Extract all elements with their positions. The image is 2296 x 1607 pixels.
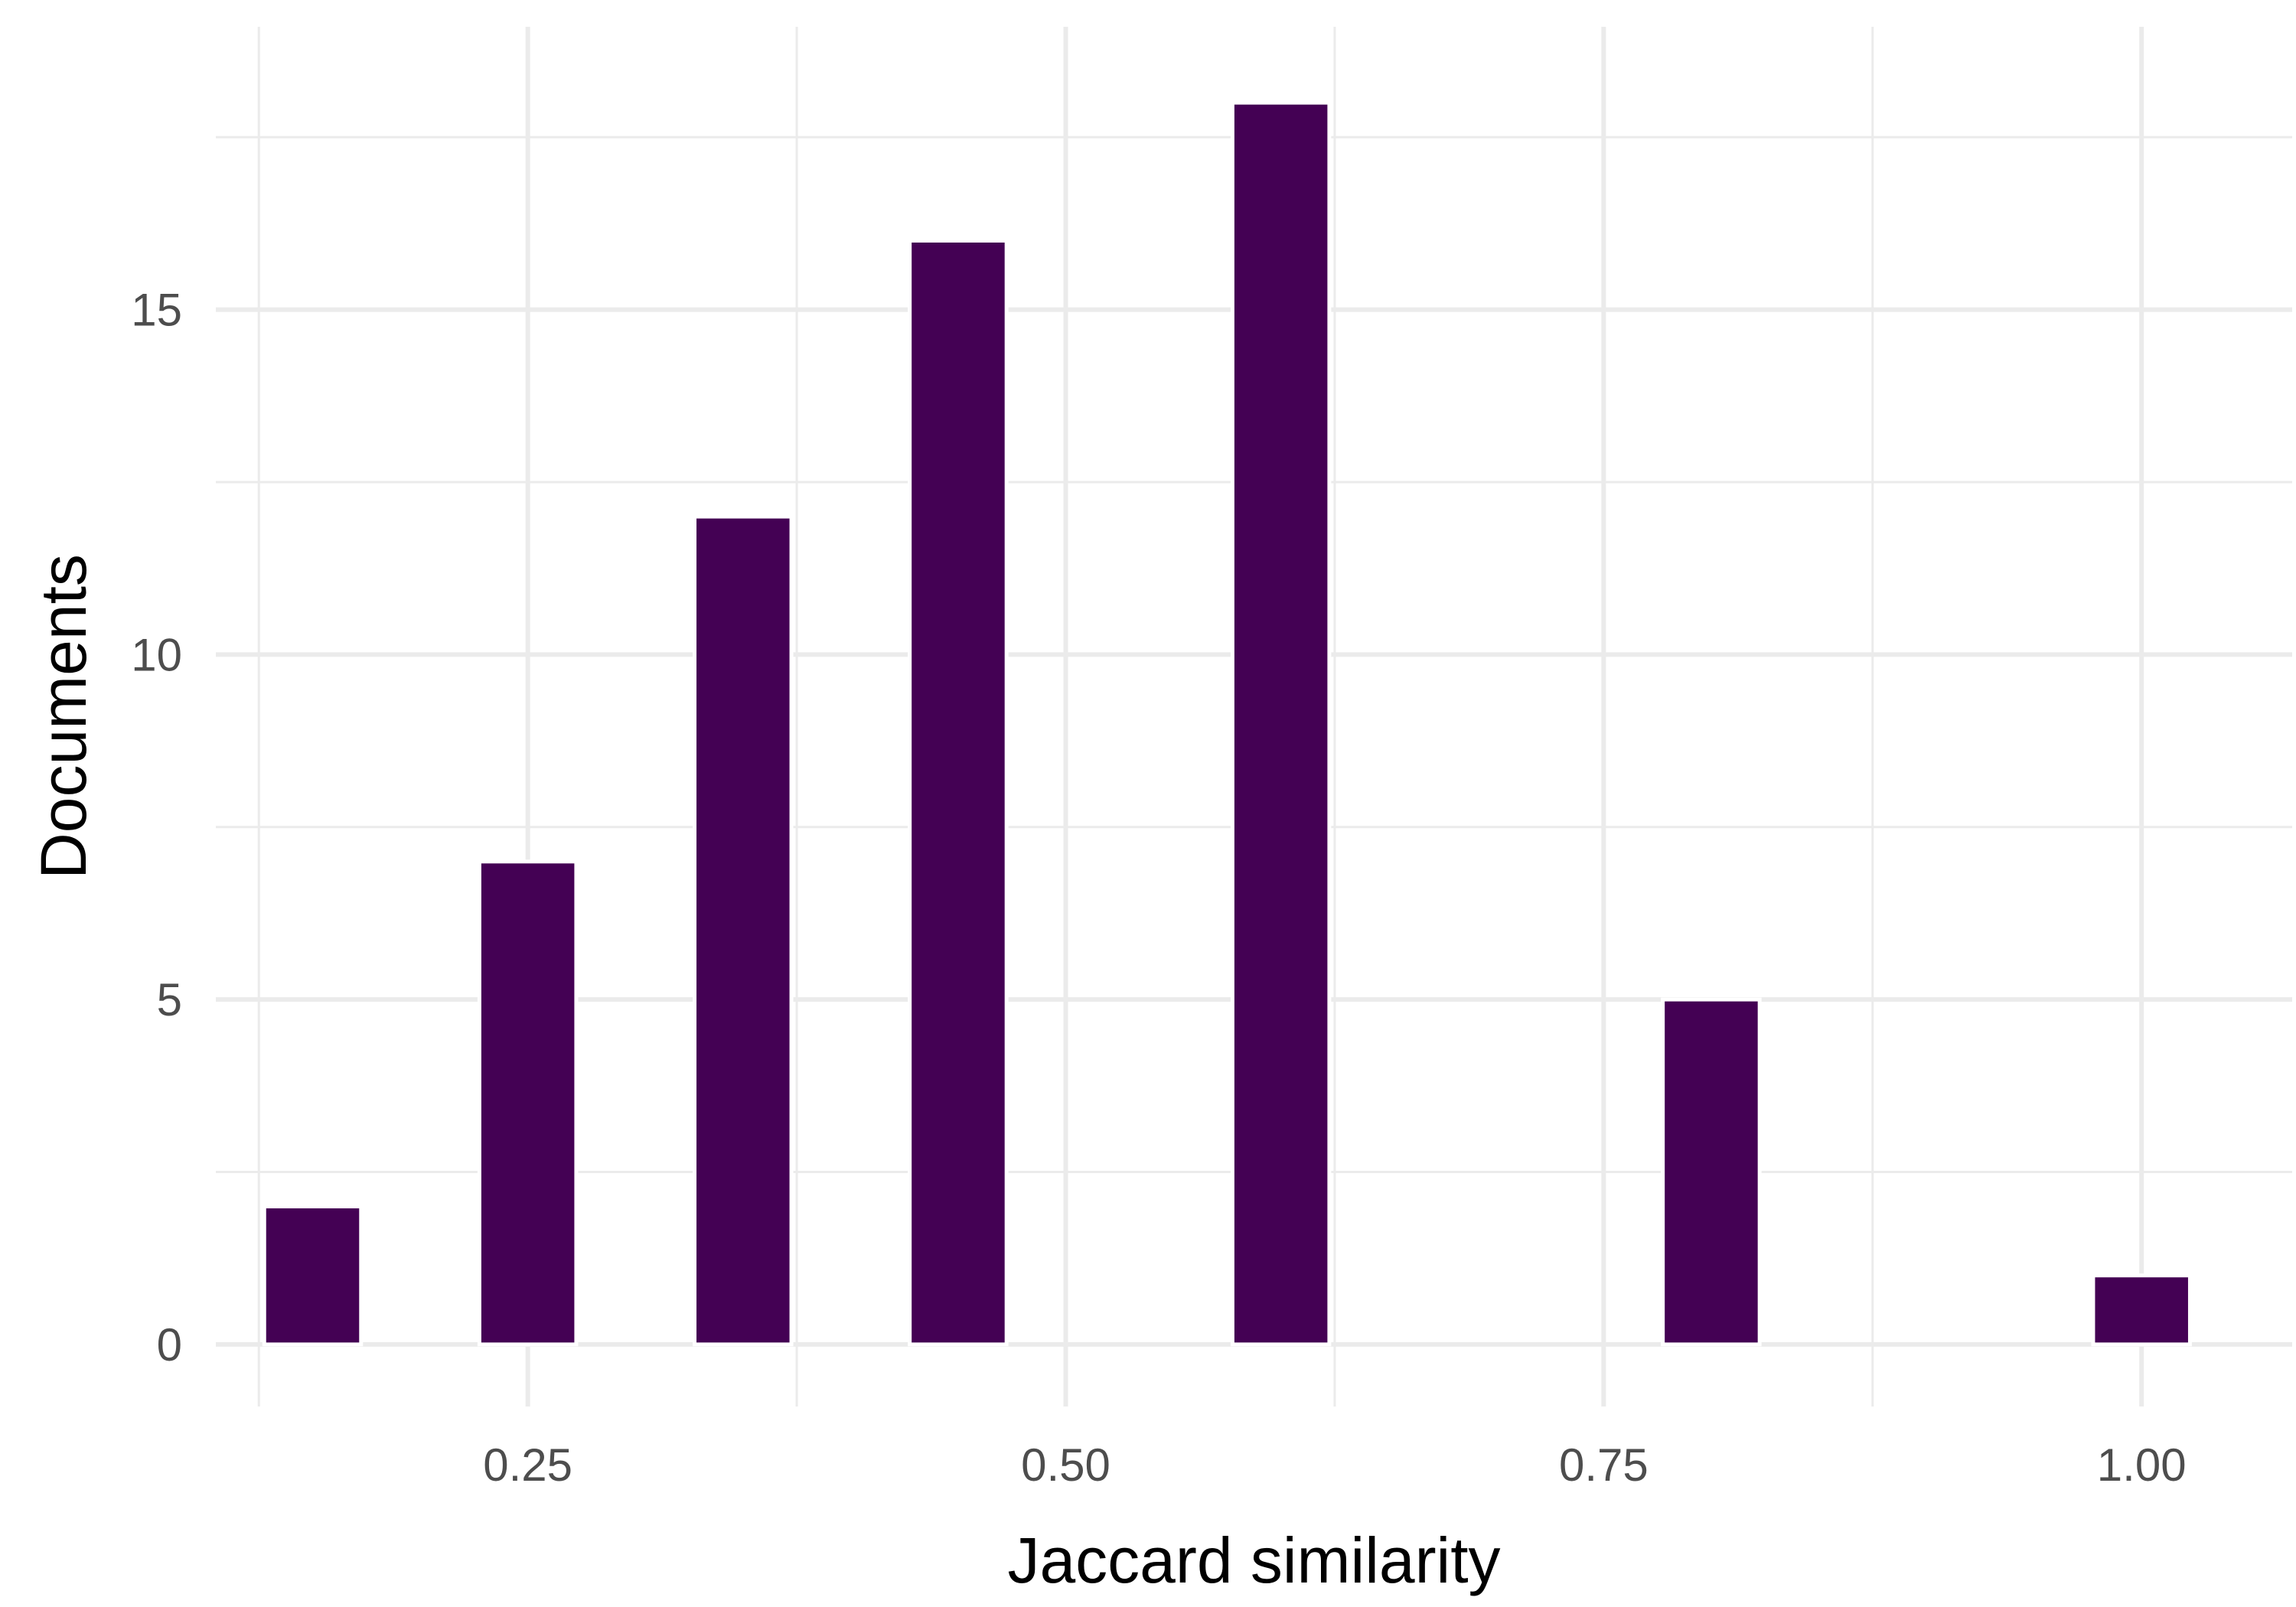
y-tick-label: 15 — [131, 285, 182, 336]
bar — [693, 514, 794, 1347]
bar — [477, 859, 579, 1347]
bar — [262, 1204, 364, 1347]
y-axis-title: Documents — [28, 554, 99, 879]
bar — [908, 238, 1009, 1347]
bar — [2091, 1273, 2192, 1347]
bar — [1230, 100, 1332, 1347]
x-tick-label: 0.50 — [1021, 1439, 1110, 1491]
bar — [1661, 997, 1762, 1347]
y-tick-labels: 0 5 10 15 — [131, 285, 182, 1371]
x-tick-label: 0.75 — [1559, 1439, 1649, 1491]
bars — [262, 100, 2192, 1347]
x-tick-label: 0.25 — [483, 1439, 572, 1491]
y-tick-label: 10 — [131, 629, 182, 680]
y-tick-label: 5 — [157, 974, 182, 1025]
x-axis-title: Jaccard similarity — [1007, 1524, 1500, 1596]
x-tick-label: 1.00 — [2097, 1439, 2187, 1491]
y-tick-label: 0 — [157, 1319, 182, 1371]
x-tick-labels: 0.25 0.50 0.75 1.00 — [483, 1439, 2186, 1491]
